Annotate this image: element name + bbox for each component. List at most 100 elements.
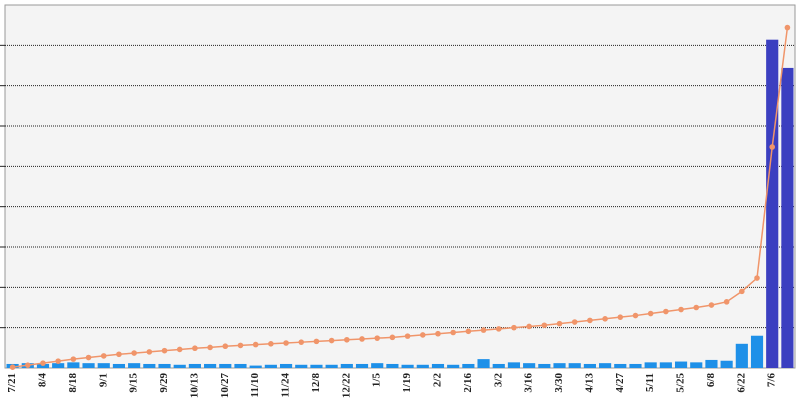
bar xyxy=(644,362,657,368)
x-tick-label: 4/13 xyxy=(583,373,595,393)
line-point xyxy=(784,24,791,31)
bar xyxy=(219,363,232,368)
line-point xyxy=(511,324,517,331)
bar xyxy=(568,363,581,368)
line-point xyxy=(116,351,122,358)
bar xyxy=(583,363,596,368)
bar xyxy=(249,365,262,368)
line-point xyxy=(252,341,259,348)
bar xyxy=(67,362,80,368)
line-point xyxy=(693,304,700,311)
bar xyxy=(735,343,748,368)
bar xyxy=(705,359,718,368)
bar xyxy=(416,364,429,368)
line-point xyxy=(480,327,487,333)
line-point xyxy=(647,310,654,317)
bar xyxy=(371,363,384,368)
line-point xyxy=(663,308,669,315)
x-tick-label: 10/13 xyxy=(188,373,200,399)
line-point xyxy=(328,337,335,344)
bar xyxy=(659,362,672,368)
x-tick-label: 2/16 xyxy=(462,373,474,393)
x-tick-label: 6/8 xyxy=(705,373,717,388)
x-tick-label: 3/16 xyxy=(523,373,535,393)
bar xyxy=(386,363,399,368)
x-tick-label: 9/1 xyxy=(97,373,109,387)
line-point xyxy=(70,356,77,362)
x-tick-label: 7/6 xyxy=(766,373,778,388)
line-point xyxy=(131,350,137,356)
bar xyxy=(431,363,445,368)
bar xyxy=(188,363,201,368)
line-point xyxy=(389,334,396,341)
bar xyxy=(690,362,703,368)
x-tick-label: 1/19 xyxy=(401,373,413,393)
bar xyxy=(82,363,95,368)
line xyxy=(12,27,789,368)
x-tick-label: 10/27 xyxy=(219,373,231,399)
line-point xyxy=(176,346,183,353)
line-point xyxy=(55,358,61,364)
bar xyxy=(507,362,521,368)
x-tick-label: 8/18 xyxy=(67,373,79,393)
line-point xyxy=(404,333,411,339)
x-tick-label: 11/10 xyxy=(249,373,261,398)
x-tick-label: 12/8 xyxy=(310,373,322,393)
bar xyxy=(614,363,627,368)
line-point xyxy=(268,341,274,347)
bar xyxy=(97,363,110,368)
bar xyxy=(674,361,688,368)
line-point xyxy=(283,340,289,346)
bar xyxy=(310,364,323,368)
bar xyxy=(52,363,65,368)
bar xyxy=(720,360,733,368)
x-tick-label: 1/5 xyxy=(371,373,383,388)
bar xyxy=(766,39,779,368)
bar xyxy=(340,363,353,368)
line-point xyxy=(754,275,760,281)
line-point xyxy=(313,338,320,345)
line-point xyxy=(602,315,608,322)
line-point xyxy=(344,336,350,343)
line-point xyxy=(435,330,441,337)
line-point xyxy=(708,302,715,308)
bar xyxy=(492,363,505,368)
bar xyxy=(462,363,475,368)
x-tick-label: 9/15 xyxy=(128,373,140,393)
line-point xyxy=(495,326,502,332)
plot-area xyxy=(4,4,796,369)
bar xyxy=(173,364,186,368)
x-tick-label: 5/11 xyxy=(644,373,656,392)
x-tick-label: 3/2 xyxy=(492,373,504,388)
x-tick-label: 6/22 xyxy=(735,373,747,393)
line-point xyxy=(769,144,776,150)
x-tick-label: 7/21 xyxy=(6,373,18,393)
bar xyxy=(279,363,293,368)
bar xyxy=(599,363,612,368)
x-tick-label: 11/24 xyxy=(280,373,292,398)
bar xyxy=(143,363,156,368)
bar xyxy=(538,363,551,368)
x-tick-label: 3/30 xyxy=(553,373,565,393)
bar xyxy=(401,364,414,368)
line-point xyxy=(298,339,305,345)
line-point xyxy=(100,353,107,359)
line-point xyxy=(587,317,593,324)
x-tick-label: 8/4 xyxy=(37,373,49,388)
line-point xyxy=(146,349,153,355)
line-point xyxy=(9,364,16,370)
line-point xyxy=(465,328,472,335)
bar xyxy=(477,359,490,368)
line-point xyxy=(237,342,244,349)
bar xyxy=(264,364,277,368)
line-point xyxy=(739,288,745,295)
line-point xyxy=(571,319,578,325)
line-point xyxy=(40,360,46,366)
line-point xyxy=(450,329,456,336)
line-point xyxy=(723,299,730,305)
x-tick-label: 4/27 xyxy=(614,373,626,393)
bar xyxy=(158,363,171,368)
bar xyxy=(355,363,369,368)
line-point xyxy=(541,322,548,329)
